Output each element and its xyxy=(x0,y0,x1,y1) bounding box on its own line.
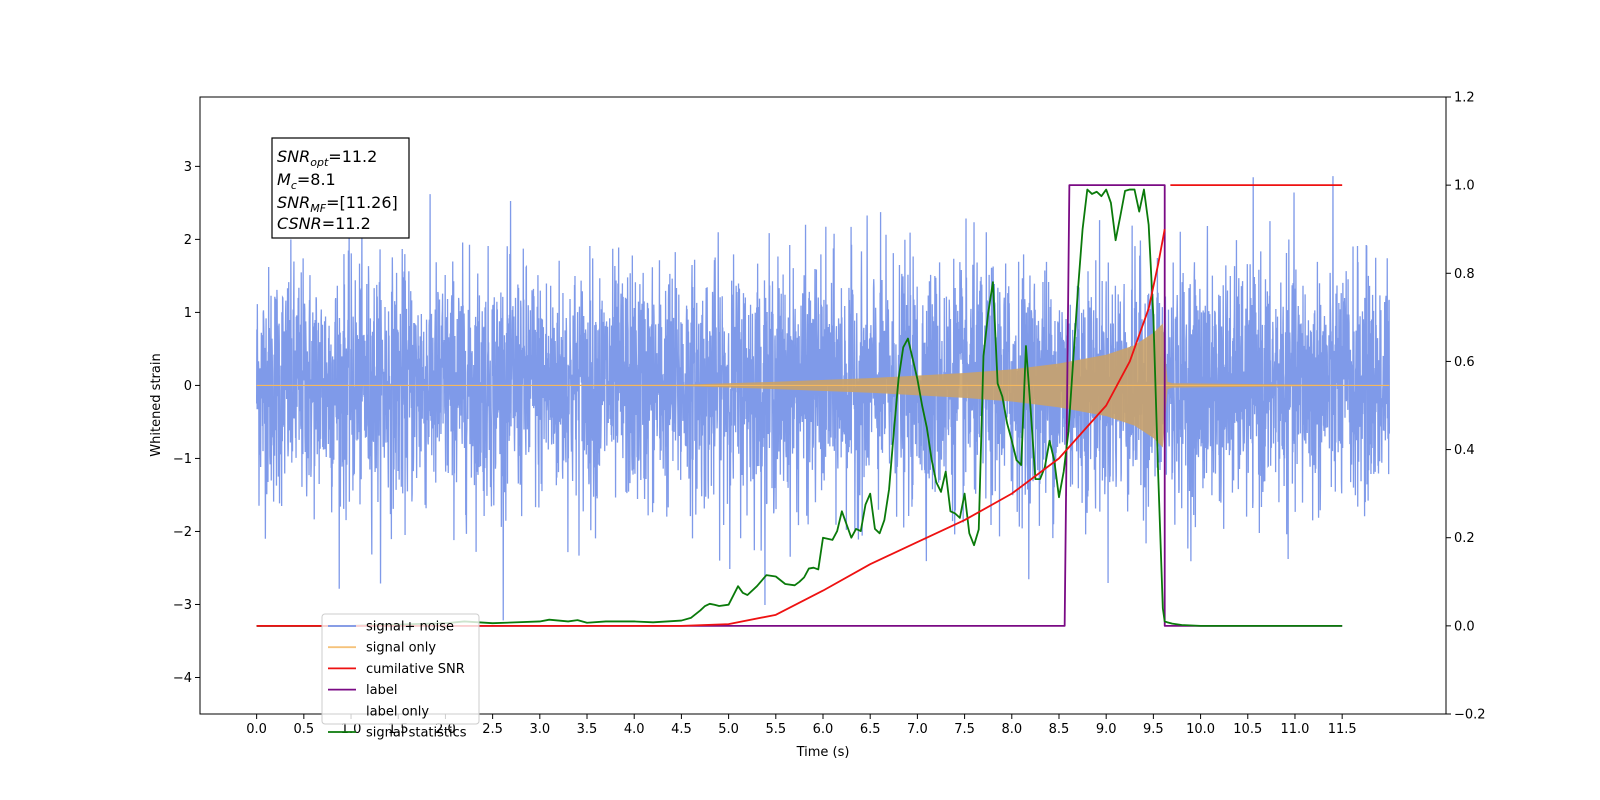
y2-tick-label: 0.4 xyxy=(1454,443,1475,458)
x-tick-label: 4.0 xyxy=(624,722,645,737)
x-axis: 0.0 0.5 1.0 1.5 2.0 2.5 3.0 3.5 4.0 4.5 5.0 5.5 6.0 6… xyxy=(246,714,1357,737)
legend-label: cumilative SNR xyxy=(366,662,465,677)
x-tick-label: 2.0 xyxy=(435,722,456,737)
y-tick-label: −4 xyxy=(173,671,192,686)
annotation-mc: Mc=8.1 xyxy=(277,170,336,192)
y-tick-label: −2 xyxy=(173,525,192,540)
series-label xyxy=(256,184,1343,627)
x-tick-label: 8.0 xyxy=(1001,722,1022,737)
legend-label: signal statistics xyxy=(366,726,467,741)
x-tick-label: 2.5 xyxy=(482,722,503,737)
y2-tick-label: 0.6 xyxy=(1454,355,1475,370)
x-tick-label: 9.0 xyxy=(1096,722,1117,737)
y-tick-label: 1 xyxy=(184,306,192,321)
series-cumulative-snr xyxy=(256,184,1343,627)
x-tick-label: 11.5 xyxy=(1328,722,1357,737)
series-signal-statistics xyxy=(256,188,1343,627)
y-tick-label: −1 xyxy=(173,452,192,467)
x-tick-label: 10.0 xyxy=(1186,722,1215,737)
x-axis-title: Time (s) xyxy=(796,745,850,760)
y2-tick-label: 0.2 xyxy=(1454,531,1475,546)
x-tick-label: 5.5 xyxy=(765,722,786,737)
y-tick-label: 3 xyxy=(184,160,192,175)
y-axis-left: 3 2 1 0 −1 −2 −3 −4 xyxy=(173,160,200,686)
x-tick-label: 1.5 xyxy=(388,722,409,737)
x-tick-label: 6.0 xyxy=(813,722,834,737)
x-tick-label: 3.0 xyxy=(529,722,550,737)
y2-tick-label: 0.8 xyxy=(1454,267,1475,282)
y-tick-label: −3 xyxy=(173,598,192,613)
y-axis-title: Whitened strain xyxy=(149,353,164,456)
x-tick-label: 6.5 xyxy=(860,722,881,737)
x-tick-label: 1.0 xyxy=(341,722,362,737)
annotation-snr-mf: SNRMF=[11.26] xyxy=(277,193,398,215)
legend-label: label only xyxy=(366,704,429,719)
x-tick-label: 7.0 xyxy=(907,722,928,737)
annotation-snr-opt: SNRopt=11.2 xyxy=(277,147,377,169)
x-tick-label: 5.0 xyxy=(718,722,739,737)
x-tick-label: 8.5 xyxy=(1049,722,1070,737)
x-tick-label: 3.5 xyxy=(577,722,598,737)
x-tick-label: 0.0 xyxy=(246,722,267,737)
y-axis-right: 1.2 1.0 0.8 0.6 0.4 0.2 0.0 −0.2 xyxy=(1446,91,1486,723)
x-tick-label: 9.5 xyxy=(1143,722,1164,737)
series-layer xyxy=(255,176,1391,627)
y2-tick-label: 1.0 xyxy=(1454,179,1475,194)
x-tick-label: 10.5 xyxy=(1233,722,1262,737)
annotation-box: SNRopt=11.2 Mc=8.1 SNRMF=[11.26] CSNR=11… xyxy=(271,137,410,239)
x-tick-label: 4.5 xyxy=(671,722,692,737)
y-tick-label: 0 xyxy=(184,379,192,394)
legend: signal+ noise signal only cumilative SNR la… xyxy=(321,613,480,741)
x-tick-label: 0.5 xyxy=(293,722,314,737)
annotation-csnr: CSNR=11.2 xyxy=(277,214,371,233)
y2-tick-label: 1.2 xyxy=(1454,91,1475,106)
y2-tick-label: −0.2 xyxy=(1454,708,1486,723)
y2-tick-label: 0.0 xyxy=(1454,619,1475,634)
legend-label: signal only xyxy=(366,641,436,656)
legend-label: signal+ noise xyxy=(366,620,454,635)
x-tick-label: 7.5 xyxy=(954,722,975,737)
y-tick-label: 2 xyxy=(184,233,192,248)
x-tick-label: 11.0 xyxy=(1280,722,1309,737)
legend-label: label xyxy=(366,683,397,698)
series-signal-noise xyxy=(255,176,1391,621)
